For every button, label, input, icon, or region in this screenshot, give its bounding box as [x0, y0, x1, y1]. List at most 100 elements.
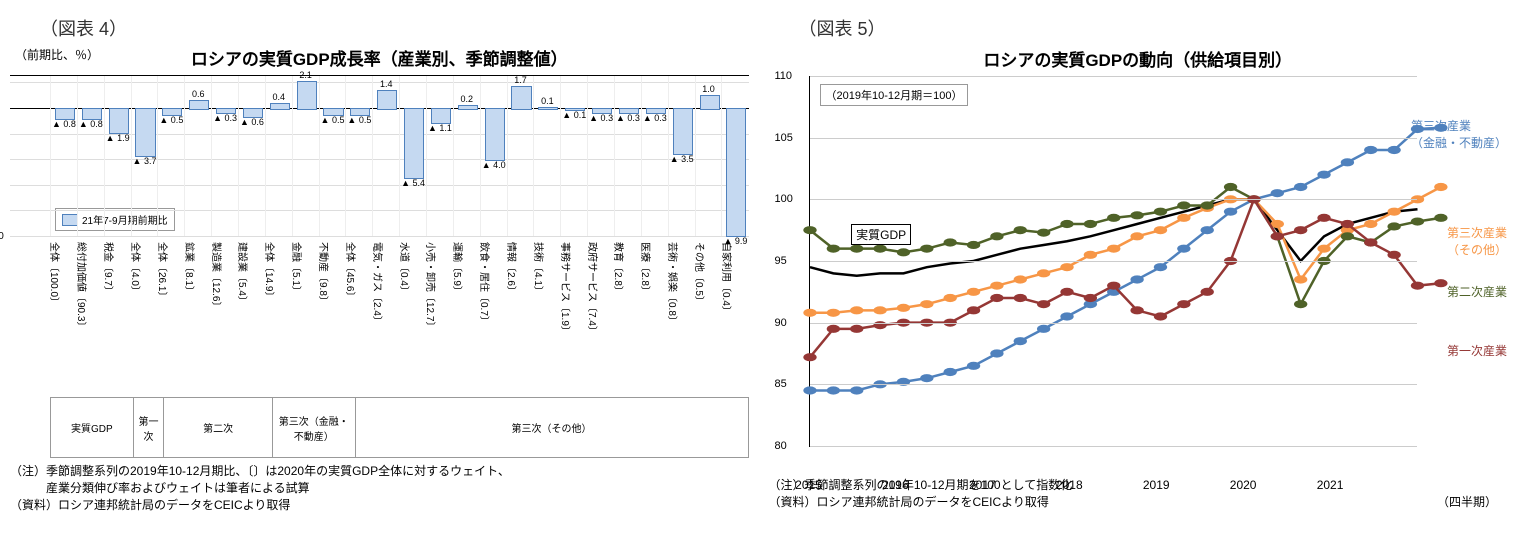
category-label: 全体〔14.9〕 [263, 242, 278, 301]
bar-column: ▲ 0.6 [238, 76, 265, 236]
bar-data-label: ▲ 0.3 [589, 113, 613, 123]
bar-column: 0.4 [265, 76, 292, 236]
series-marker [1130, 232, 1143, 240]
bar-data-label: ▲ 0.8 [79, 119, 103, 129]
series-marker [826, 245, 839, 253]
figure-5-title: ロシアの実質GDPの動向（供給項目別） [769, 46, 1508, 71]
bar [404, 108, 424, 179]
figure-5-xaxis-label: （四半期） [1437, 494, 1497, 511]
series-marker [1200, 201, 1213, 209]
bar-data-label: ▲ 3.7 [133, 156, 157, 166]
y-tick-label: 95 [775, 255, 787, 267]
series-marker [1340, 158, 1353, 166]
bar-data-label: 0.1 [541, 96, 554, 106]
category-label: 自家利用〔0.4〕 [720, 242, 735, 316]
series-marker [1013, 337, 1026, 345]
category-label: 不動産〔9.8〕 [317, 242, 332, 306]
series-marker [966, 306, 979, 314]
figure-4-category-labels: 全体〔100.0〕総付加価値〔90.3〕税金〔9.7〕全体〔4.0〕全体〔26.… [50, 237, 749, 397]
series-marker [920, 374, 933, 382]
figure-4-panel: （図表 4） （前期比、％） ロシアの実質GDP成長率（産業別、季節調整値） 2… [10, 10, 749, 513]
series-marker [1153, 312, 1166, 320]
figure-4-chart: 21年7-9月期前期比 20▲ 2▲ 4▲ 6▲ 8▲ 10▲ 0.8▲ 0.8… [10, 75, 749, 458]
series-marker [1317, 245, 1330, 253]
category-label-col: 飲食・居住〔0.7〕 [480, 237, 507, 397]
bar-column: 1.7 [507, 76, 534, 236]
series-marker [943, 368, 956, 376]
bar-data-label: 0.4 [273, 92, 286, 102]
bar-column: 0.2 [453, 76, 480, 236]
category-label-col: 政府サービス〔7.4〕 [587, 237, 614, 397]
figure-4-title: ロシアの実質GDP成長率（産業別、季節調整値） [10, 45, 749, 70]
series-marker [1107, 282, 1120, 290]
category-label-col: 水道〔0.4〕 [399, 237, 426, 397]
note-line: （注）季節調整系列の2019年10-12月期比、〔〕は2020年の実質GDP全体… [10, 463, 749, 480]
bar-column: ▲ 0.3 [211, 76, 238, 236]
series-marker [873, 306, 886, 314]
category-label-col: 医療〔2.8〕 [641, 237, 668, 397]
series-marker [1013, 294, 1026, 302]
bar-data-label: ▲ 5.4 [401, 178, 425, 188]
series-marker [1083, 251, 1096, 259]
figure-5-label: （図表 5） [799, 15, 1508, 41]
bar-data-label: ▲ 0.5 [159, 115, 183, 125]
category-label: 運輸〔5.9〕 [451, 242, 466, 296]
bar-data-label: ▲ 0.3 [643, 113, 667, 123]
y-tick-label: 85 [775, 378, 787, 390]
bar-column: 0.6 [184, 76, 211, 236]
figure-4-group-row: 実質GDP第一次第二次第三次（金融・不動産）第三次（その他） [50, 397, 749, 458]
bar-column: ▲ 0.8 [77, 76, 104, 236]
series-marker [1130, 211, 1143, 219]
category-label: 芸術・娯楽〔0.8〕 [666, 242, 681, 326]
category-label: その他〔0.5〕 [693, 242, 708, 306]
bar-data-label: 0.6 [192, 89, 205, 99]
category-label: 総付加価値〔90.3〕 [75, 242, 90, 331]
series-marker [1153, 263, 1166, 271]
bar-data-label: ▲ 0.6 [240, 117, 264, 127]
series-label-tertiary_fin: 第三次産業 （金融・不動産） [1411, 117, 1507, 151]
series-marker [826, 309, 839, 317]
y-tick-label: 105 [775, 132, 793, 144]
note-line: （注）季節調整系列の19年10-12月期を100として指数化 [769, 477, 1508, 494]
figure-4-label: （図表 4） [40, 15, 749, 41]
series-marker [966, 362, 979, 370]
category-label: 電気・ガス〔2.4〕 [371, 242, 386, 326]
category-label: 鉱業〔8.1〕 [183, 242, 198, 296]
series-marker [1317, 214, 1330, 222]
category-label-col: 建設業〔5.4〕 [238, 237, 265, 397]
series-marker [1130, 306, 1143, 314]
series-marker [1107, 245, 1120, 253]
note-line: （資料）ロシア連邦統計局のデータをCEICより取得 [769, 494, 1508, 511]
series-marker [850, 325, 863, 333]
bar-column: ▲ 3.5 [668, 76, 695, 236]
series-marker [1060, 312, 1073, 320]
series-marker [1200, 226, 1213, 234]
series-marker [1177, 214, 1190, 222]
category-label-col: 全体〔14.9〕 [265, 237, 292, 397]
bar [135, 108, 155, 157]
bar-column: 1.4 [372, 76, 399, 236]
category-label: 全体〔45.6〕 [344, 242, 359, 301]
series-marker [1340, 232, 1353, 240]
series-marker [1223, 208, 1236, 216]
series-marker [826, 386, 839, 394]
bar-column: ▲ 0.5 [157, 76, 184, 236]
series-marker [943, 238, 956, 246]
bar-data-label: ▲ 1.1 [428, 123, 452, 133]
y-tick-label: 80 [775, 440, 787, 452]
bar-data-label: ▲ 0.1 [562, 110, 586, 120]
series-marker [850, 245, 863, 253]
bar-data-label: ▲ 0.8 [52, 119, 76, 129]
category-label: 建設業〔5.4〕 [236, 242, 251, 306]
category-label-col: 全体〔26.1〕 [157, 237, 184, 397]
series-marker [920, 300, 933, 308]
bar-column: ▲ 0.3 [614, 76, 641, 236]
series-marker [1013, 275, 1026, 283]
series-marker [1293, 183, 1306, 191]
series-marker [1270, 232, 1283, 240]
category-label: 全体〔100.0〕 [48, 242, 63, 307]
bar [726, 108, 746, 237]
bar-data-label: 1.0 [702, 84, 715, 94]
y-tick-label: ▲ 10 [0, 231, 4, 242]
category-group: 第三次（その他） [355, 398, 748, 458]
